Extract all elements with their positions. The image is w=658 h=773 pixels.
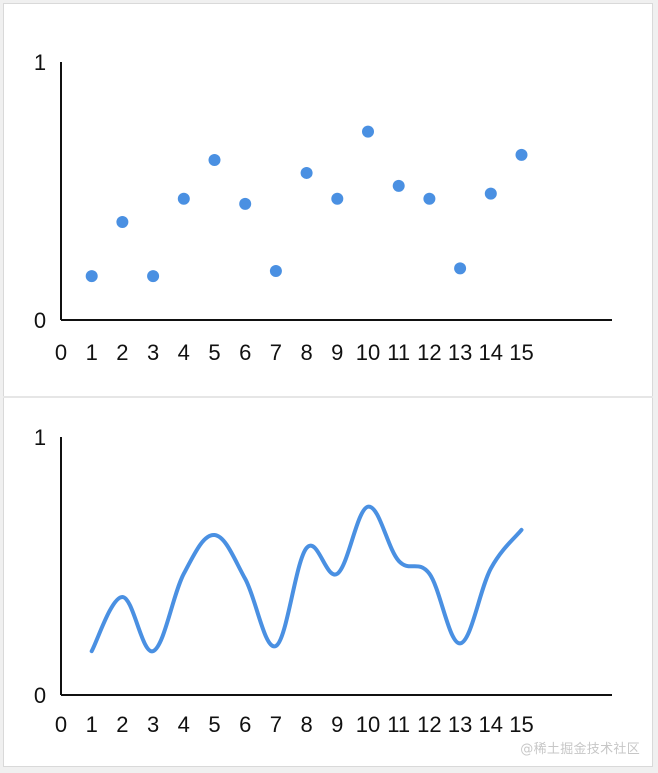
x-tick-label: 11: [387, 712, 410, 737]
x-tick-label: 10: [356, 712, 380, 737]
x-tick-label: 10: [356, 340, 380, 365]
x-tick-label: 9: [331, 712, 343, 737]
scatter-point: [454, 262, 467, 275]
scatter-point: [269, 264, 282, 277]
scatter-point: [331, 192, 344, 205]
y-tick-label: 0: [34, 308, 46, 333]
x-tick-label: 7: [270, 340, 282, 365]
x-tick-label: 3: [147, 712, 159, 737]
x-tick-label: 9: [331, 340, 343, 365]
x-tick-label: 15: [509, 712, 533, 737]
x-tick-label: 2: [116, 340, 128, 365]
x-tick-label: 8: [300, 340, 312, 365]
x-tick-label: 14: [479, 340, 503, 365]
panel-divider: [3, 396, 653, 398]
y-tick-label: 1: [34, 50, 46, 75]
scatter-point: [423, 192, 436, 205]
scatter-point: [362, 125, 374, 138]
x-tick-label: 15: [509, 340, 533, 365]
x-tick-label: 14: [479, 712, 503, 737]
x-tick-label: 6: [239, 340, 251, 365]
x-tick-label: 4: [178, 712, 190, 737]
scatter-point: [392, 179, 405, 192]
x-tick-label: 12: [417, 712, 441, 737]
x-tick-label: 11: [387, 340, 410, 365]
x-tick-label: 6: [239, 712, 251, 737]
x-tick-label: 1: [86, 340, 98, 365]
x-tick-label: 5: [208, 712, 220, 737]
x-tick-label: 7: [270, 712, 282, 737]
x-tick-label: 2: [116, 712, 128, 737]
x-tick-label: 0: [55, 712, 67, 737]
series-line: [89, 504, 524, 654]
y-tick-label: 0: [34, 683, 46, 708]
scatter-point: [300, 166, 313, 179]
scatter-point: [484, 187, 497, 200]
y-tick-label: 1: [34, 425, 46, 450]
scatter-point: [208, 154, 221, 167]
scatter-point: [116, 215, 129, 228]
x-tick-label: 4: [178, 340, 190, 365]
watermark-text: @稀土掘金技术社区: [520, 742, 640, 757]
x-tick-label: 13: [448, 712, 472, 737]
x-tick-label: 3: [147, 340, 159, 365]
scatter-point: [239, 197, 252, 210]
scatter-point: [177, 192, 190, 205]
scatter-point: [85, 270, 98, 283]
scatter-point: [147, 270, 160, 283]
x-tick-label: 0: [55, 340, 67, 365]
x-tick-label: 5: [208, 340, 220, 365]
x-tick-label: 1: [86, 712, 98, 737]
figure-frame: [3, 3, 653, 767]
scatter-point: [515, 148, 528, 161]
x-tick-label: 13: [448, 340, 472, 365]
x-tick-label: 12: [417, 340, 441, 365]
x-tick-label: 8: [300, 712, 312, 737]
